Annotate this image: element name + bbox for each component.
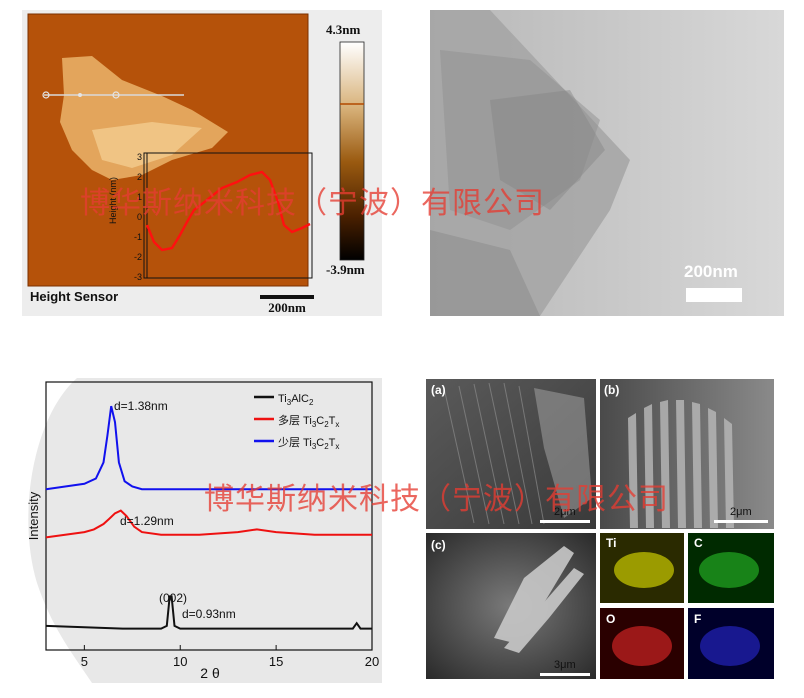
xrd-x-tick-label: 5 [81, 654, 88, 669]
legend-label-ti3alc2: Ti3AlC2 [278, 393, 314, 407]
profile-tick: 0 [136, 212, 142, 222]
xrd-chart: 5 10 15 20 Ti3AlC2 多层 Ti3C2Tx 少层 Ti3C2Tx d=… [26, 378, 383, 683]
tem-scale-bar [686, 288, 742, 302]
annotation-d093: d=0.93nm [182, 607, 236, 621]
watermark-bottom: 博华斯纳米科技（宁波）有限公司 [204, 482, 669, 517]
eds-label-ti: Ti [606, 536, 617, 550]
profile-tick: 2 [136, 172, 142, 182]
xrd-plot-frame [45, 381, 373, 651]
profile-tick: -3 [133, 272, 142, 282]
annotation-d129: d=1.29nm [120, 514, 174, 528]
tem-image [430, 10, 784, 316]
eds-label-f: F [694, 612, 702, 626]
sem-panel: (a) (b) (c) 2μm 2μm 3μm Ti C O F [424, 378, 776, 681]
sem-scale-label-a: 2μm [554, 506, 576, 518]
sem-scale-label-c: 3μm [554, 659, 576, 671]
sem-scale-bar-b [714, 520, 768, 523]
afm-image [27, 13, 365, 299]
sem-scale-bar-a [540, 520, 590, 523]
colorbar-min-label: -3.9nm [326, 262, 365, 277]
eds-label-c: C [694, 536, 703, 550]
xrd-x-axis-label: 2 θ [200, 665, 220, 681]
profile-tick: 3 [136, 152, 142, 162]
profile-tick: -1 [133, 232, 142, 242]
xrd-background [28, 378, 383, 683]
profile-tick: -2 [133, 252, 142, 262]
sem-label-b: (b) [604, 383, 620, 397]
sem-label-a: (a) [431, 383, 446, 397]
xrd-y-axis-label: Intensity [26, 491, 41, 540]
watermark-top: 博华斯纳米科技（宁波）有限公司 [80, 186, 545, 221]
sem-label-c: (c) [431, 538, 446, 552]
sem-scale-bar-c [540, 673, 590, 676]
profile-curve [145, 170, 311, 252]
eds-label-o: O [606, 612, 616, 626]
xrd-x-tick-label: 20 [365, 654, 379, 669]
xrd-x-tick-label: 15 [269, 654, 283, 669]
colorbar-max-label: 4.3nm [326, 22, 361, 37]
afm-scale-bar [260, 295, 314, 299]
afm-panel: 4.3nm -3.9nm Height Sensor 200nm Height … [22, 10, 382, 316]
colorbar [339, 41, 365, 261]
xrd-series-line-2 [45, 405, 372, 491]
annotation-002: (002) [159, 591, 187, 605]
annotation-d138: d=1.38nm [114, 399, 168, 413]
profile-tick: 1 [136, 192, 142, 202]
xrd-series-line-0 [45, 595, 372, 630]
afm-caption: Height Sensor [30, 289, 119, 304]
sem-images [426, 379, 774, 679]
xrd-panel: 5 10 15 20 Ti3AlC2 多层 Ti3C2Tx 少层 Ti3C2Tx d=… [22, 378, 383, 683]
xrd-series-line-1 [45, 509, 372, 539]
profile-inset [143, 152, 313, 279]
sem-scale-label-b: 2μm [730, 506, 752, 518]
tem-scale-label: 200nm [684, 262, 738, 281]
tem-panel: 200nm [430, 10, 784, 316]
legend-label-fewlayer: 少层 Ti3C2Tx [278, 436, 339, 451]
afm-scale-label: 200nm [268, 300, 306, 315]
legend-label-multilayer: 多层 Ti3C2Tx [278, 413, 339, 429]
xrd-x-tick-label: 10 [173, 654, 187, 669]
